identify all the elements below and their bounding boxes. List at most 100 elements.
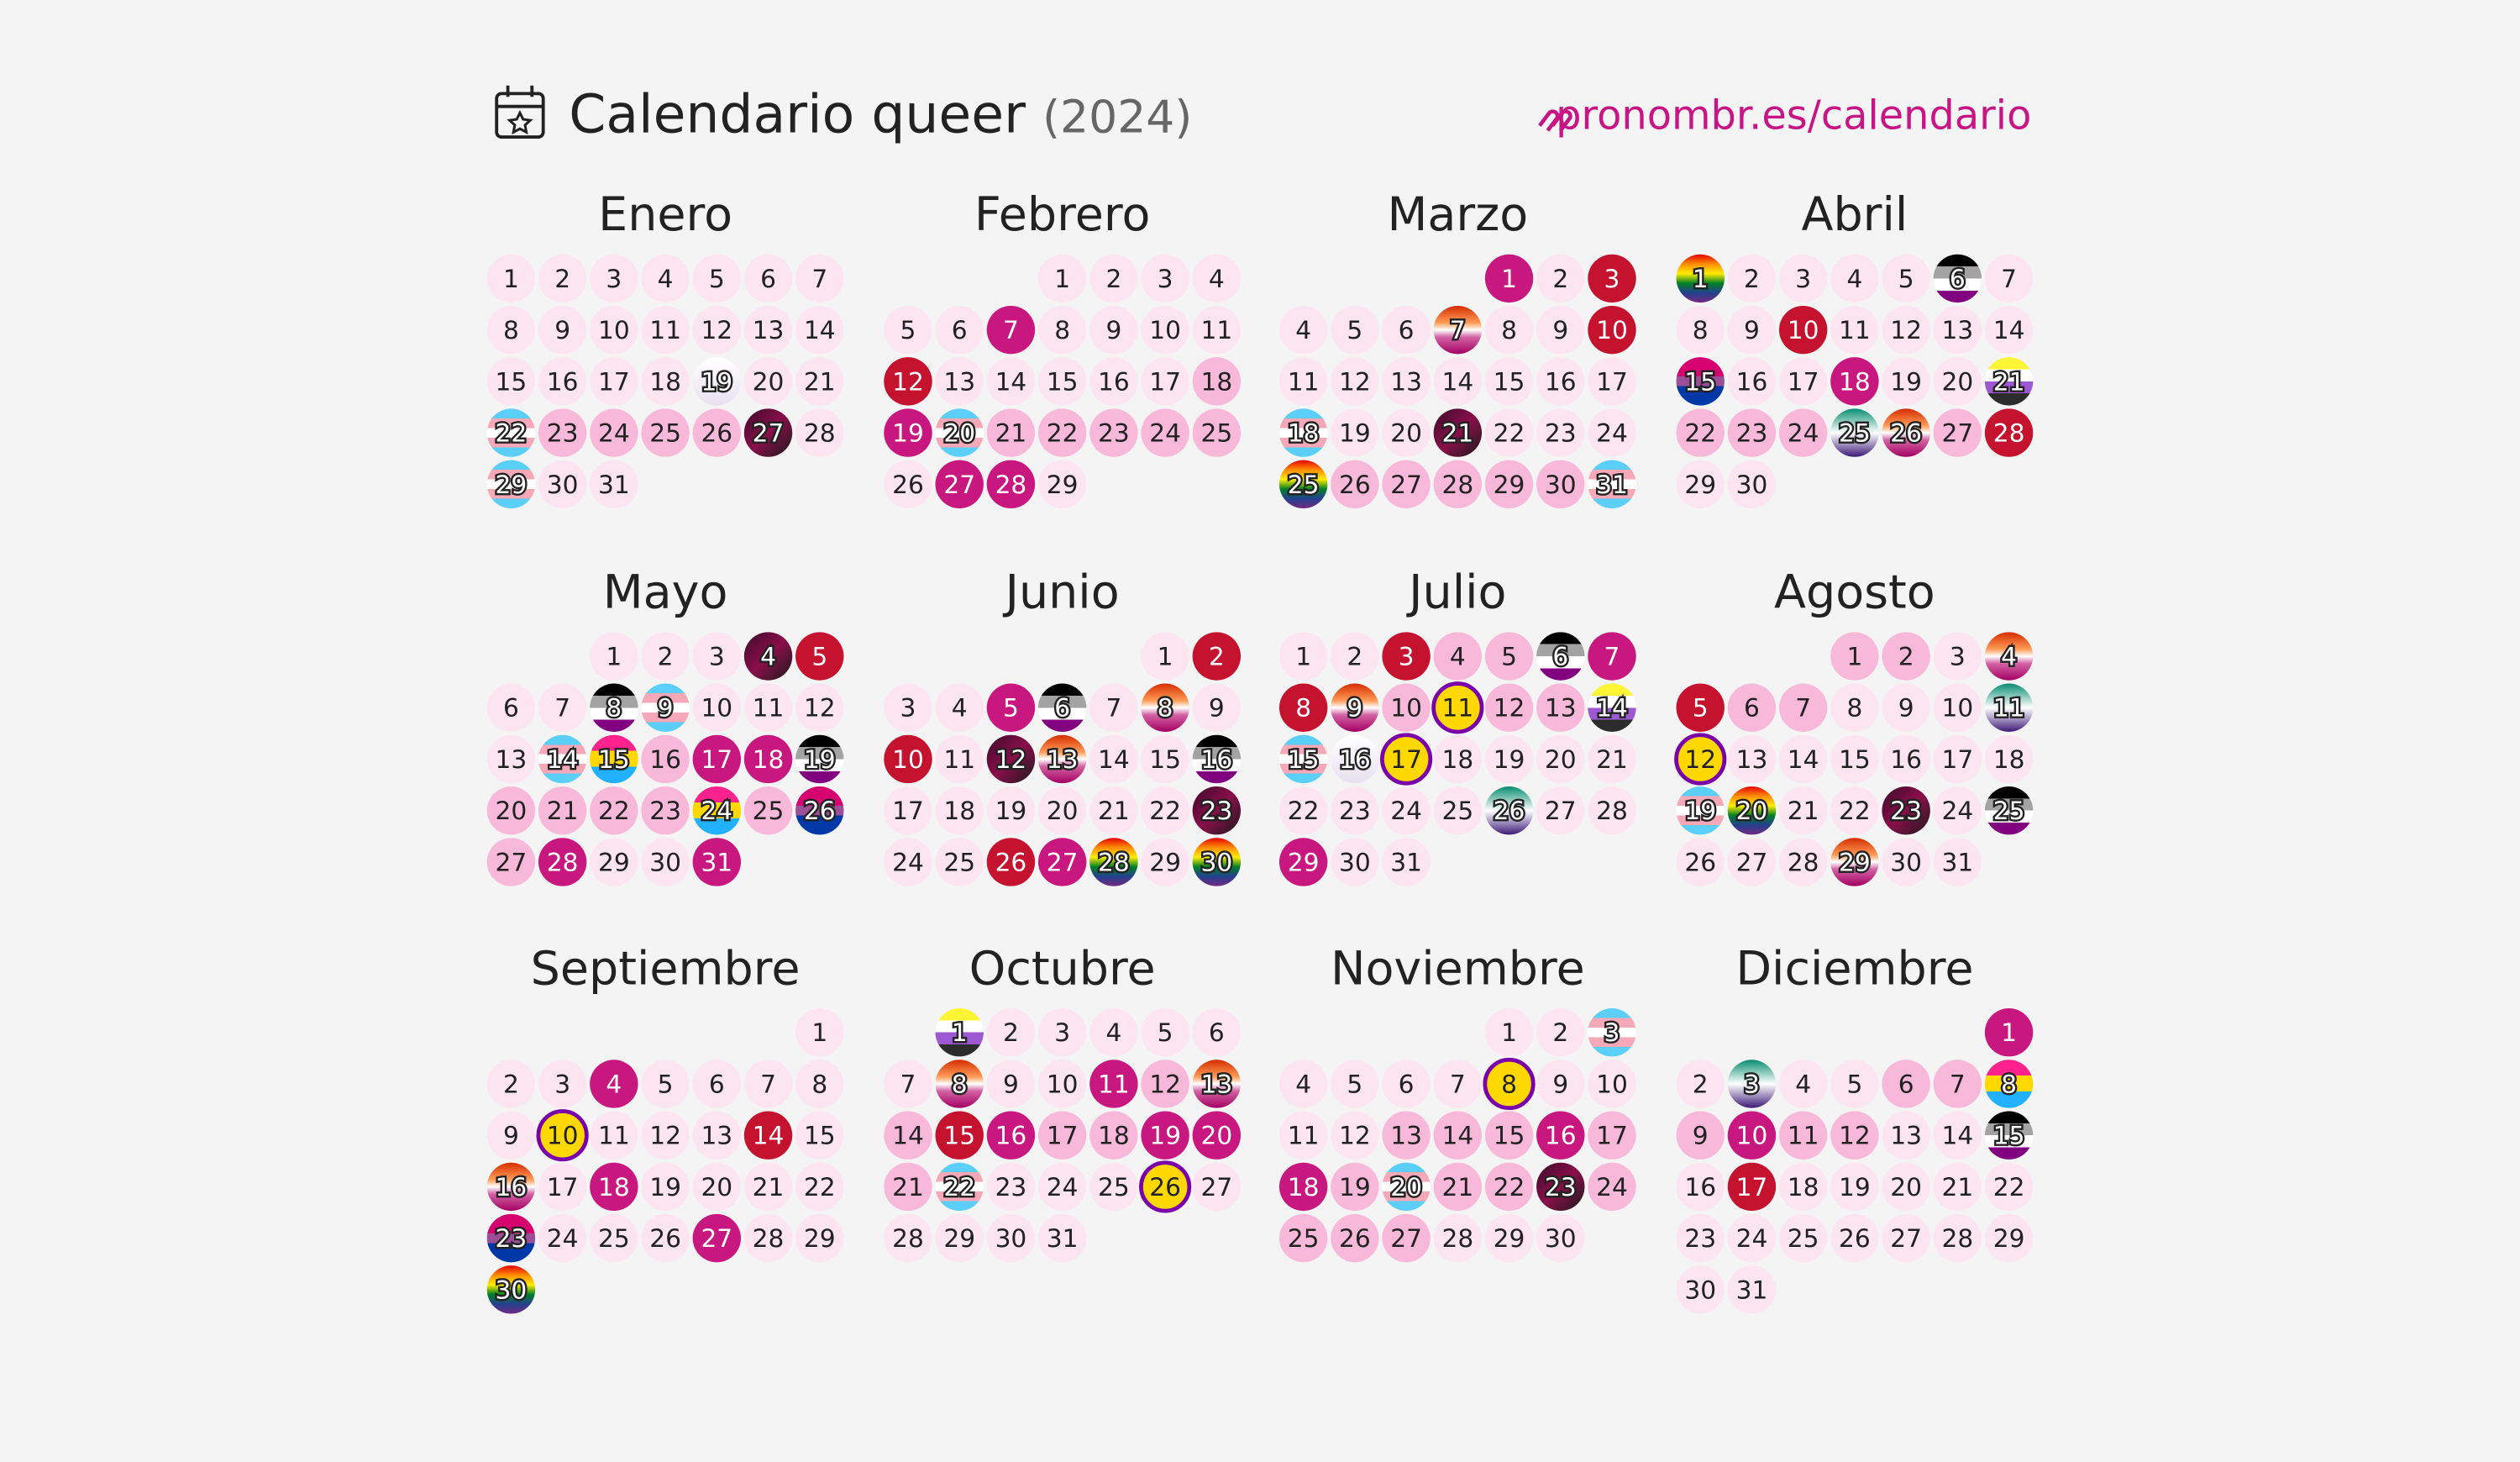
- day-circle: [1331, 786, 1379, 835]
- day-circle: [935, 838, 984, 886]
- day-circle: [1536, 1162, 1585, 1212]
- day-number: 25: [598, 1223, 630, 1253]
- day-number: 23: [1098, 418, 1130, 448]
- day-circle: [1037, 408, 1087, 457]
- day-number: 30: [1545, 1223, 1577, 1253]
- day-circle: [935, 357, 984, 406]
- day-circle: [743, 305, 793, 355]
- day-number: 7: [1795, 693, 1811, 723]
- day-number: 11: [943, 744, 975, 774]
- day-number: 3: [1158, 264, 1173, 293]
- day-circle: [884, 683, 932, 732]
- day-circle: [1382, 1213, 1431, 1263]
- day-circle: [1433, 734, 1483, 784]
- day-number: 11: [1788, 1121, 1819, 1150]
- day-number: 21: [1993, 366, 2025, 396]
- day-number: 15: [1839, 744, 1871, 774]
- day-number: 18: [1288, 418, 1320, 448]
- day-circle: [884, 838, 932, 886]
- day-circle: [1536, 460, 1585, 509]
- day-circle: [1192, 632, 1242, 681]
- day-number: 24: [1788, 418, 1819, 448]
- day-number: 27: [1200, 1172, 1232, 1202]
- day-number: 21: [892, 1172, 924, 1202]
- day-number: 5: [709, 264, 725, 293]
- day-number: 1: [1054, 264, 1070, 293]
- day-number: 16: [1890, 744, 1922, 774]
- day-number: 23: [1684, 1223, 1716, 1253]
- day-number: 3: [1795, 264, 1811, 293]
- day-circle: [1331, 460, 1379, 509]
- day-circle: [935, 1060, 984, 1108]
- day-number: 14: [753, 1121, 785, 1150]
- link-icon: [1538, 109, 1572, 132]
- day-circle: [1037, 254, 1087, 303]
- day-number: 2: [658, 642, 674, 671]
- day-circle: [743, 1111, 793, 1160]
- day-circle: [1933, 254, 1982, 303]
- day-number: 28: [753, 1223, 785, 1253]
- day-number: 2: [1209, 642, 1225, 671]
- day-number: 23: [547, 418, 579, 448]
- day-circle: [1089, 1060, 1138, 1108]
- day-circle: [1141, 632, 1189, 681]
- day-circle: [1588, 305, 1636, 355]
- day-number: 22: [804, 1172, 836, 1202]
- day-circle: [590, 1111, 638, 1160]
- day-number: 13: [701, 1121, 732, 1150]
- day-circle: [743, 408, 793, 457]
- day-number: 28: [804, 418, 836, 448]
- day-number: 15: [1494, 366, 1525, 396]
- day-number: 29: [1047, 470, 1079, 499]
- day-number: 25: [753, 796, 785, 825]
- day-number: 20: [1890, 1172, 1922, 1202]
- day-number: 10: [598, 315, 630, 344]
- day-circle: [1433, 408, 1483, 457]
- header-link[interactable]: pronombr.es/calendario: [1556, 92, 2031, 139]
- day-circle: [1727, 1265, 1777, 1314]
- day-circle: [1933, 632, 1982, 681]
- day-number: 14: [995, 366, 1027, 396]
- day-circle: [1676, 838, 1725, 886]
- day-circle: [692, 683, 742, 732]
- day-number: 1: [1158, 642, 1173, 671]
- day-circle: [986, 1213, 1036, 1263]
- day-circle: [1331, 357, 1379, 406]
- day-circle: [1830, 838, 1879, 886]
- day-number: 5: [1501, 642, 1517, 671]
- day-circle: [1984, 786, 2034, 835]
- day-number: 6: [1950, 264, 1966, 293]
- day-number: 8: [1054, 315, 1070, 344]
- day-number: 25: [1288, 1223, 1320, 1253]
- day-circle: [1933, 786, 1982, 835]
- day-circle: [935, 1008, 984, 1057]
- day-circle: [1536, 1213, 1585, 1263]
- day-number: 10: [547, 1121, 579, 1150]
- day-number: 2: [1003, 1018, 1019, 1047]
- day-number: 16: [1200, 744, 1232, 774]
- day-number: 5: [1347, 315, 1362, 344]
- day-circle: [795, 357, 844, 406]
- day-number: 11: [1993, 693, 2025, 723]
- day-number: 17: [1390, 744, 1422, 774]
- day-number: 24: [1941, 796, 1973, 825]
- day-circle: [1192, 305, 1242, 355]
- day-circle: [1676, 305, 1725, 355]
- day-circle: [743, 786, 793, 835]
- day-circle: [486, 1111, 536, 1160]
- month-name: Julio: [1406, 566, 1506, 620]
- day-circle: [1676, 1213, 1725, 1263]
- day-circle: [1484, 1008, 1534, 1057]
- day-number: 6: [1399, 315, 1415, 344]
- day-circle: [1192, 838, 1242, 886]
- day-number: 21: [1596, 744, 1628, 774]
- day-circle: [1278, 1060, 1328, 1108]
- day-number: 14: [1788, 744, 1819, 774]
- day-number: 7: [811, 264, 827, 293]
- day-circle: [986, 683, 1036, 732]
- day-number: 12: [804, 693, 836, 723]
- day-circle: [1192, 254, 1242, 303]
- day-number: 17: [598, 366, 630, 396]
- day-circle: [795, 1162, 844, 1212]
- day-number: 29: [1149, 847, 1181, 876]
